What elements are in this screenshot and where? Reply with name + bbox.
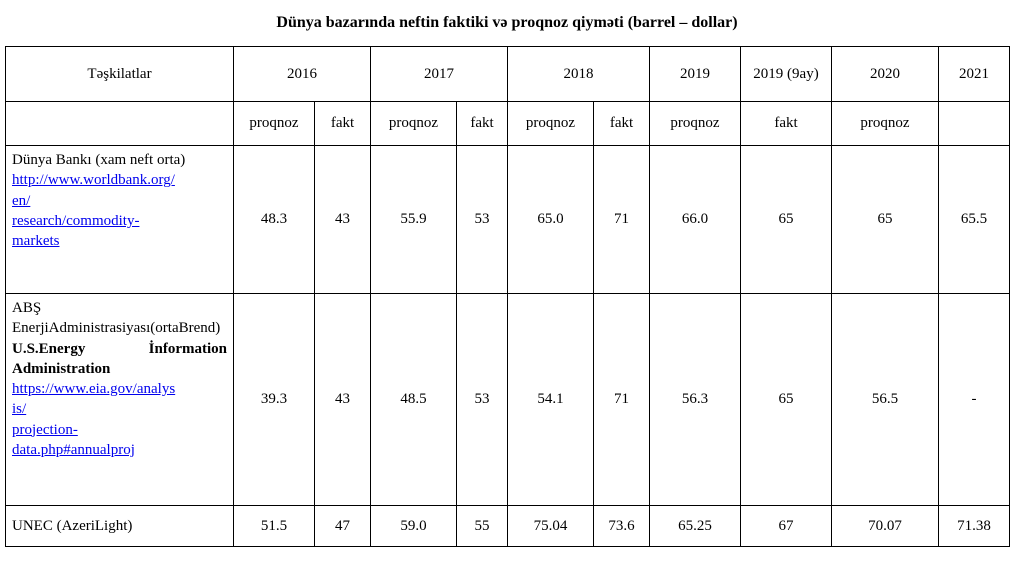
value-cell: 67	[740, 505, 832, 547]
header-organizations: Təşkilatlar	[5, 46, 234, 102]
value-cell: 56.5	[831, 293, 939, 506]
value-cell: 48.5	[370, 293, 457, 506]
value-cell: 75.04	[507, 505, 594, 547]
value-cell: 65	[740, 293, 832, 506]
org-name-eia: ABŞ EnerjiAdministrasiyası(ortaBrend)	[12, 300, 221, 337]
header-year-2016: 2016	[233, 46, 371, 102]
value-cell: 73.6	[593, 505, 650, 547]
subheader-fakt: fakt	[314, 101, 371, 146]
value-cell: 51.5	[233, 505, 315, 547]
value-cell: 71	[593, 145, 650, 294]
value-cell: 43	[314, 145, 371, 294]
header-year-2020: 2020	[831, 46, 939, 102]
worldbank-link-line[interactable]: research/commodity-	[12, 212, 140, 229]
value-cell: 54.1	[507, 293, 594, 506]
value-cell: 55	[456, 505, 508, 547]
subheader-fakt: fakt	[740, 101, 832, 146]
value-cell: 70.07	[831, 505, 939, 547]
value-cell: 48.3	[233, 145, 315, 294]
value-cell: 43	[314, 293, 371, 506]
value-cell: 66.0	[649, 145, 741, 294]
value-cell: 39.3	[233, 293, 315, 506]
subheader-proqnoz: proqnoz	[831, 101, 939, 146]
value-cell: 56.3	[649, 293, 741, 506]
value-cell: 71	[593, 293, 650, 506]
eia-link-line[interactable]: https://www.eia.gov/analys	[12, 381, 176, 397]
oil-price-table: Təşkilatlar 2016 2017 2018 2019 2019 (9a…	[5, 46, 1010, 547]
worldbank-link-line[interactable]: markets	[12, 233, 60, 249]
table-row-worldbank: Dünya Bankı (xam neft orta) http://www.w…	[5, 145, 1010, 294]
subheader-fakt: fakt	[456, 101, 508, 146]
worldbank-link-line[interactable]: en/	[12, 192, 31, 209]
header-year-2018: 2018	[507, 46, 650, 102]
subheader-proqnoz: proqnoz	[370, 101, 457, 146]
table-row-unec: UNEC (AzeriLight) 51.5 47 59.0 55 75.04 …	[5, 505, 1010, 547]
eia-link-line[interactable]: projection-	[12, 421, 78, 438]
value-cell: -	[938, 293, 1010, 506]
header-row-subtypes: proqnoz fakt proqnoz fakt proqnoz fakt p…	[5, 101, 1010, 146]
org-name-eia-en: U.S.Energy İnformation Administration	[12, 340, 227, 377]
value-cell: 65	[831, 145, 939, 294]
value-cell: 65	[740, 145, 832, 294]
header-row-years: Təşkilatlar 2016 2017 2018 2019 2019 (9a…	[5, 46, 1010, 102]
eia-link-line[interactable]: is/	[12, 401, 27, 418]
org-cell-worldbank: Dünya Bankı (xam neft orta) http://www.w…	[5, 145, 234, 294]
value-cell: 53	[456, 293, 508, 506]
table-row-eia: ABŞ EnerjiAdministrasiyası(ortaBrend) U.…	[5, 293, 1010, 506]
value-cell: 53	[456, 145, 508, 294]
worldbank-link-line[interactable]: http://www.worldbank.org/	[12, 172, 175, 189]
header-empty-cell	[5, 101, 234, 146]
page-title: Dünya bazarında neftin faktiki və proqno…	[276, 14, 738, 31]
value-cell: 71.38	[938, 505, 1010, 547]
value-cell: 55.9	[370, 145, 457, 294]
value-cell: 47	[314, 505, 371, 547]
value-cell: 65.25	[649, 505, 741, 547]
header-year-2017: 2017	[370, 46, 508, 102]
org-name-unec: UNEC (AzeriLight)	[12, 517, 133, 534]
subheader-proqnoz: proqnoz	[649, 101, 741, 146]
header-year-2021: 2021	[938, 46, 1010, 102]
value-cell: 65.5	[938, 145, 1010, 294]
value-cell: 65.0	[507, 145, 594, 294]
header-year-2019: 2019	[649, 46, 741, 102]
eia-link-line[interactable]: data.php#annualproj	[12, 441, 135, 458]
subheader-fakt: fakt	[593, 101, 650, 146]
header-empty-cell	[938, 101, 1010, 146]
header-year-2019-9ay: 2019 (9ay)	[740, 46, 832, 102]
org-cell-eia: ABŞ EnerjiAdministrasiyası(ortaBrend) U.…	[5, 293, 234, 506]
subheader-proqnoz: proqnoz	[507, 101, 594, 146]
org-cell-unec: UNEC (AzeriLight)	[5, 505, 234, 547]
subheader-proqnoz: proqnoz	[233, 101, 315, 146]
value-cell: 59.0	[370, 505, 457, 547]
org-name-worldbank: Dünya Bankı (xam neft orta)	[12, 152, 186, 168]
